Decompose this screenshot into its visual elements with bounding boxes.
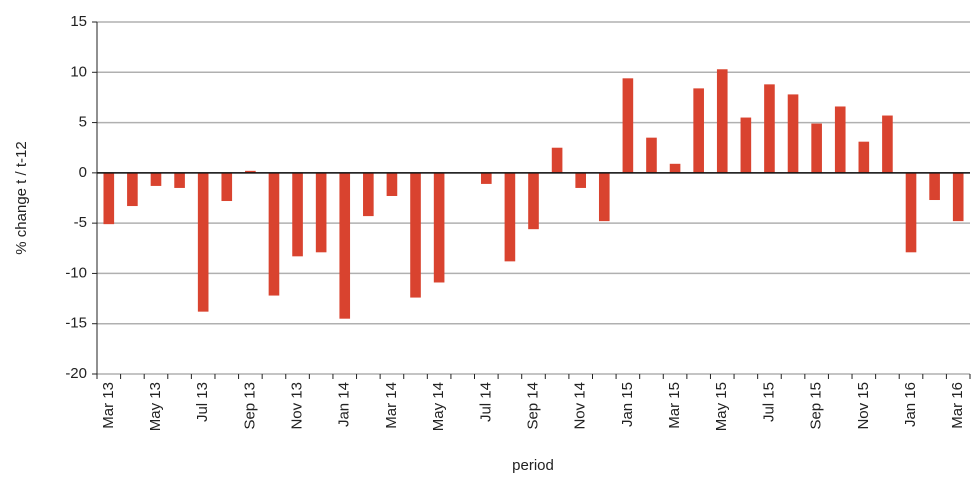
y-tick-label: 5 [79,114,87,131]
bar [363,172,374,217]
y-tick-label: 15 [70,13,87,30]
bar [787,94,799,173]
bar [386,172,398,196]
bar [150,172,162,186]
y-tick-label: -10 [65,264,87,281]
bar [669,163,681,173]
y-axis-title: % change t / t-12 [13,141,30,254]
x-tick-label: Nov 13 [289,382,306,430]
bar [410,172,421,298]
bar [952,172,964,222]
x-tick-label: May 13 [147,382,164,431]
bar [268,172,280,296]
y-tick-label: 10 [70,63,87,80]
x-tick-label: Jul 14 [477,382,494,422]
bar [433,172,445,283]
bar [646,137,657,173]
y-tick-label: 0 [79,164,87,181]
bar [197,172,209,312]
bar [103,172,115,225]
x-tick-label: Jul 15 [760,382,777,422]
y-tick-label: -15 [65,315,87,332]
x-tick-label: Mar 14 [383,382,400,429]
bar [622,78,634,173]
bar [315,172,327,253]
bar [834,106,846,173]
bar [292,172,303,257]
bar [551,147,563,173]
bar [598,172,610,222]
bar [882,115,893,173]
bar [339,172,351,319]
x-tick-label: Sep 15 [808,382,825,430]
bar [504,172,516,262]
bar [127,172,138,207]
y-tick-label: -20 [65,365,87,382]
x-tick-label: Sep 13 [241,382,258,430]
bar [174,172,185,188]
bar [528,172,539,230]
x-axis-title: period [512,457,554,474]
x-tick-label: Jan 16 [902,382,919,427]
x-tick-label: Nov 14 [572,382,589,430]
x-tick-label: Sep 14 [524,382,541,430]
y-tick-label: -5 [74,214,87,231]
bar [740,117,752,173]
bar [221,172,233,202]
bar [245,170,256,173]
x-tick-label: Jan 15 [619,382,636,427]
x-tick-label: Nov 15 [855,382,872,430]
bar [811,123,822,173]
x-tick-label: Mar 15 [666,382,683,429]
x-tick-label: May 15 [713,382,730,431]
x-tick-label: Jan 14 [336,382,353,427]
x-tick-label: Mar 13 [100,382,117,429]
bar [905,172,917,253]
bar [716,69,728,173]
bar [693,88,704,173]
bar [764,84,775,173]
bar [481,172,492,184]
bar [929,172,940,201]
x-tick-label: Jul 13 [194,382,211,422]
x-tick-label: May 14 [430,382,447,431]
bar [575,172,586,188]
x-tick-label: Mar 16 [949,382,966,429]
bar [858,141,870,173]
